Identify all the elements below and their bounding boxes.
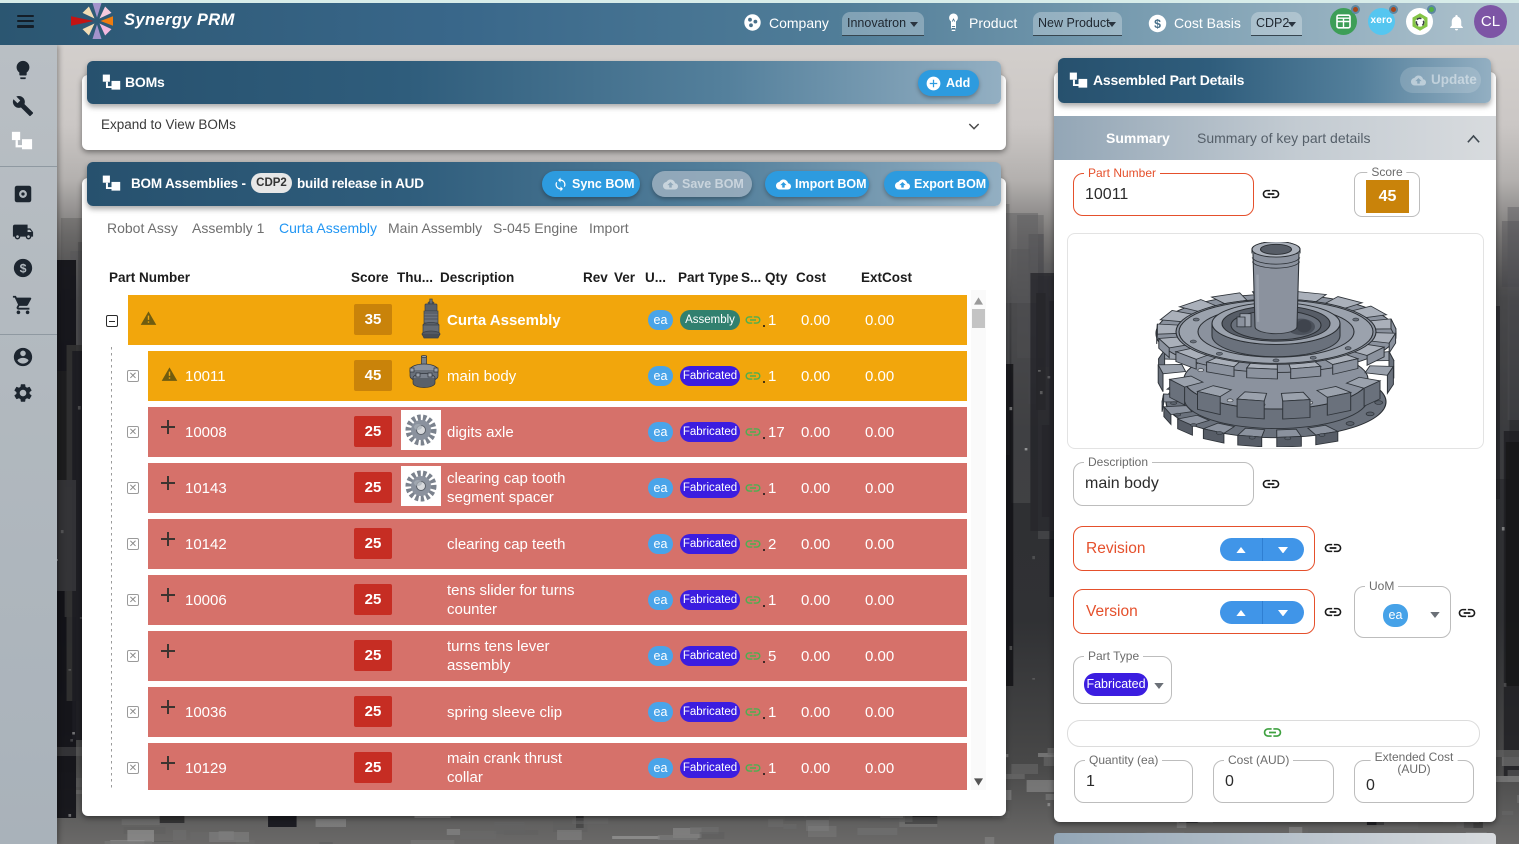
svg-text:$: $ [1154, 17, 1161, 31]
svg-text:$: $ [20, 262, 27, 276]
